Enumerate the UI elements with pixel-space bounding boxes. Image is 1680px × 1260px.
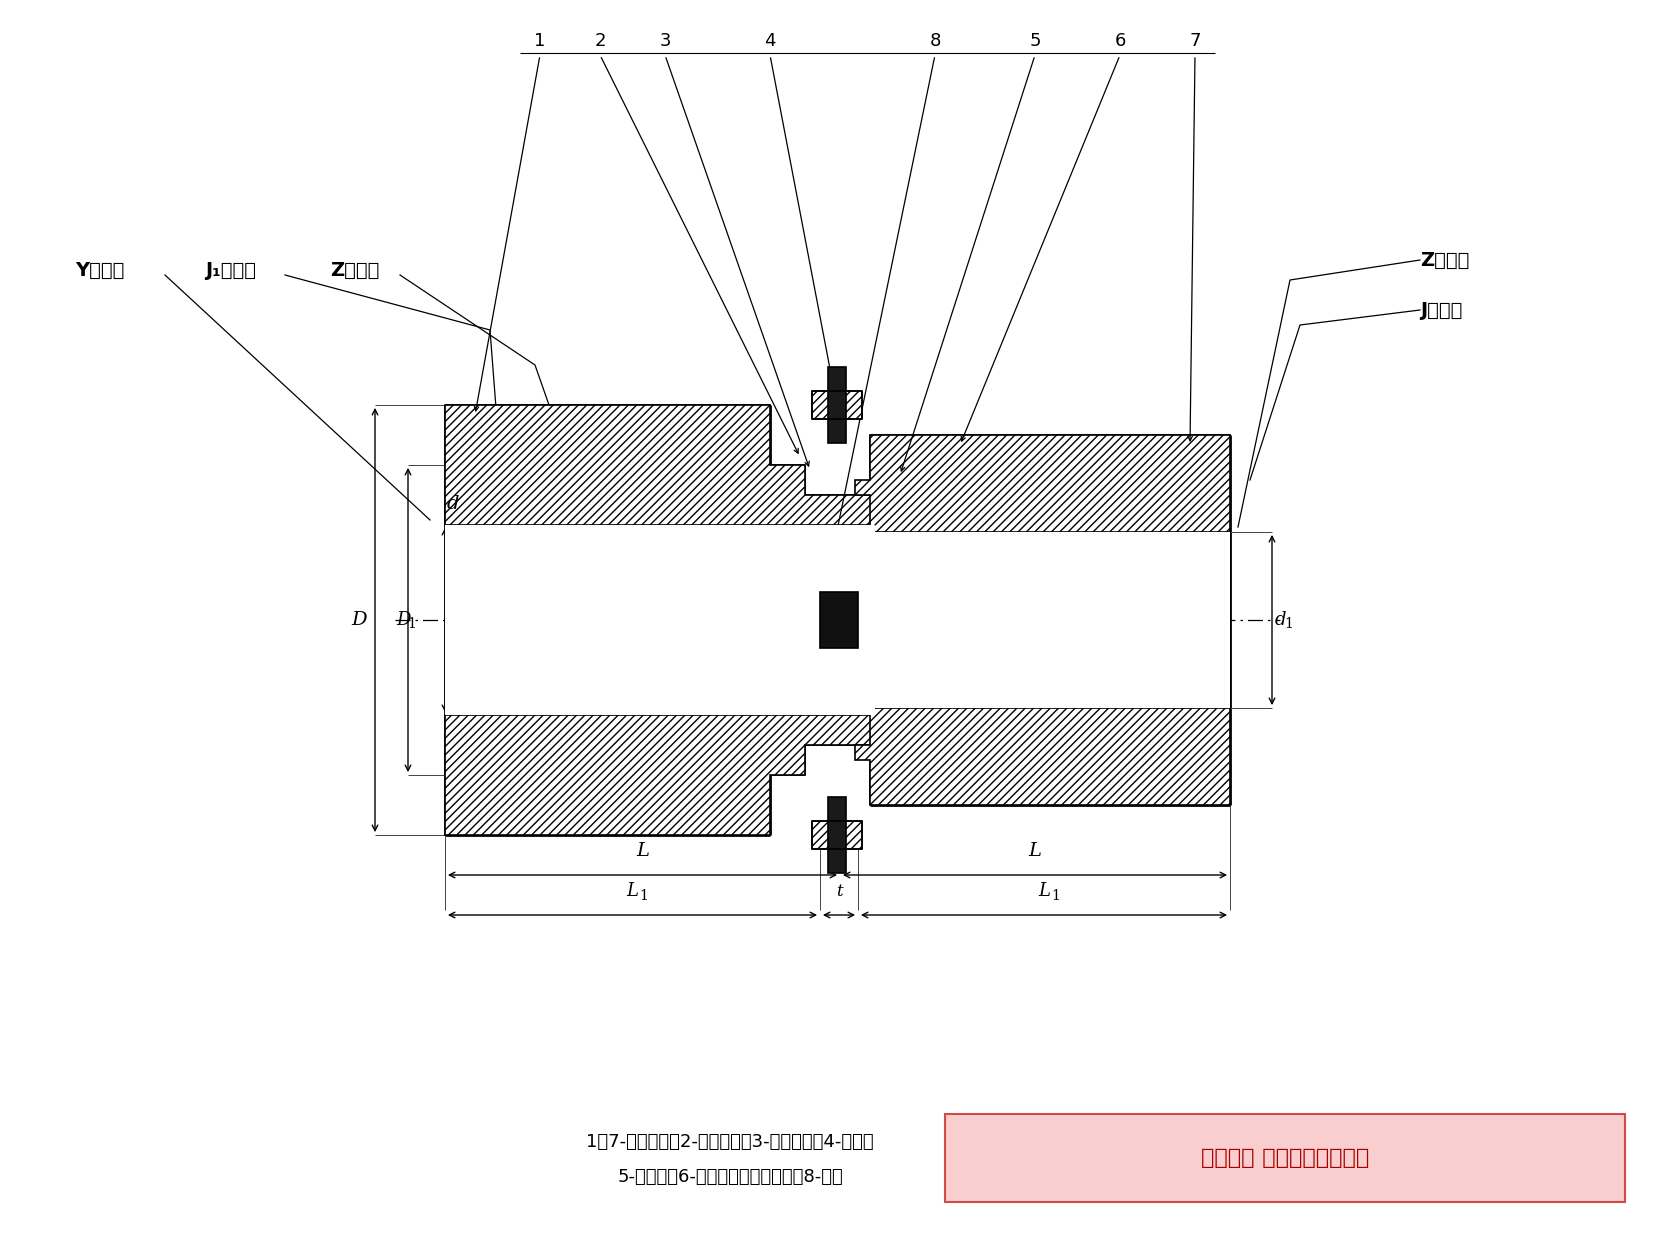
Bar [811,391,828,420]
Text: 8: 8 [929,32,941,50]
Text: L: L [1038,882,1050,900]
Text: d: d [1273,611,1285,629]
Text: Y型轴孔: Y型轴孔 [76,261,124,280]
Bar [828,367,847,444]
Text: L: L [627,882,638,900]
Text: 1: 1 [534,32,546,50]
Text: L: L [637,842,648,861]
Text: o: o [575,562,665,688]
Bar [828,798,847,873]
Text: 4: 4 [764,32,776,50]
Text: 5-支撑座；6-六角头馁制孔用螺栓；8-膜片: 5-支撑座；6-六角头馁制孔用螺栓；8-膜片 [617,1168,843,1186]
Text: D: D [351,611,366,629]
Text: 1: 1 [640,890,648,903]
Text: 7: 7 [1189,32,1201,50]
Text: 1: 1 [408,617,417,631]
Text: 6: 6 [1114,32,1126,50]
Text: 1: 1 [1285,617,1294,631]
Polygon shape [445,714,875,835]
Text: Z型轴孔: Z型轴孔 [329,261,380,280]
Polygon shape [445,404,875,525]
Text: 1: 1 [1052,890,1060,903]
Text: 2: 2 [595,32,606,50]
Text: 1、7-半联轴器；2-扣紧螺母；3-六角螺母；4-隔圈；: 1、7-半联轴器；2-扣紧螺母；3-六角螺母；4-隔圈； [586,1133,874,1150]
Bar [847,391,862,420]
Text: ®: ® [847,552,869,572]
Text: L: L [1028,842,1042,861]
Text: e: e [778,562,867,688]
Bar [944,1114,1625,1202]
Polygon shape [855,708,1230,805]
Text: b: b [648,562,743,688]
Text: d: d [447,495,459,513]
Bar [445,525,875,714]
Text: 5: 5 [1030,32,1040,50]
Polygon shape [820,592,858,648]
Bar [811,822,828,849]
Text: J型轴孔: J型轴孔 [1420,300,1462,320]
Text: Z型轴孔: Z型轴孔 [1420,251,1470,270]
Text: 版权所有 侵权必被严厉追究: 版权所有 侵权必被严厉追究 [1201,1148,1369,1168]
Text: t: t [835,883,842,900]
Bar [870,532,1230,708]
Polygon shape [855,435,1230,532]
Text: e: e [712,562,801,688]
Text: 3: 3 [659,32,670,50]
Text: J₁型轴孔: J₁型轴孔 [205,261,255,280]
Text: D: D [396,611,410,629]
Text: R: R [501,558,601,685]
Bar [847,822,862,849]
